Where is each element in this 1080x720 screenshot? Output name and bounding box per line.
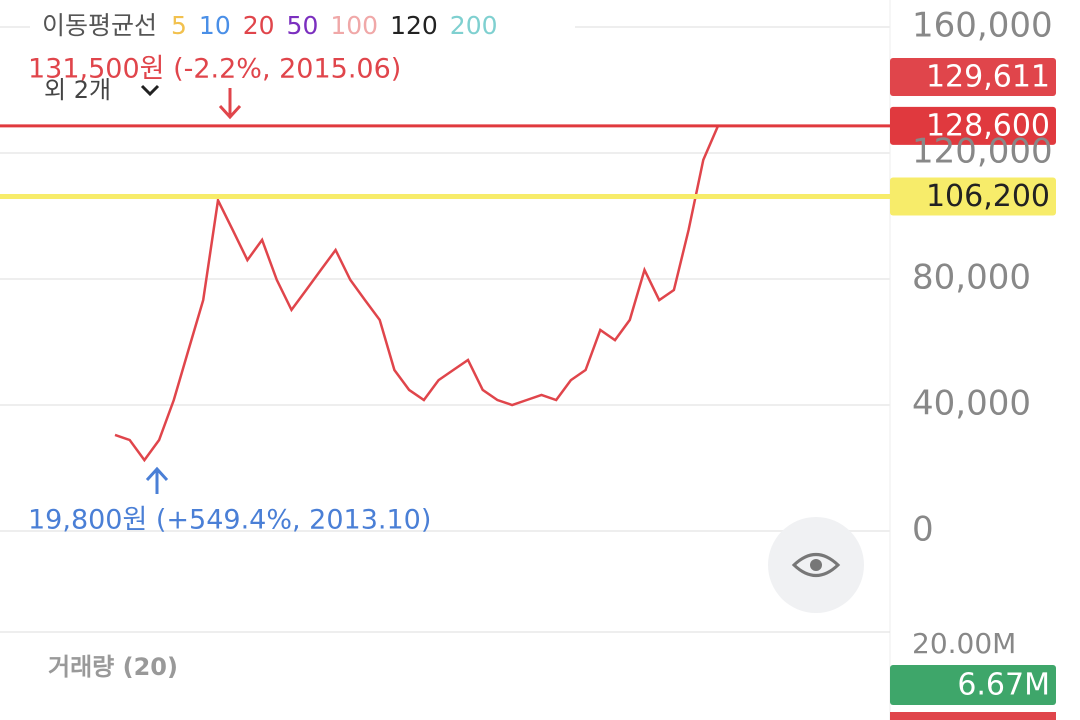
legend: 이동평균선 5 10 20 50 100 120 200: [42, 11, 498, 40]
volume-axis-label: 20.00M: [912, 627, 1016, 660]
plot: [0, 124, 890, 463]
tags: 128,600 106,200: [890, 106, 1056, 216]
current-tag-box: [890, 58, 1056, 96]
legend-item: 10: [199, 11, 231, 40]
eye-pupil[interactable]: [810, 559, 822, 571]
legend-item: 200: [450, 11, 498, 40]
high-annotation: 131,500원 (-2.2%, 2015.06): [28, 54, 401, 85]
legend-bg: [30, 8, 575, 48]
legend-item: 20: [243, 11, 275, 40]
eye-icon[interactable]: [791, 553, 841, 577]
legend-item: 100: [330, 11, 378, 40]
legend-item: 50: [287, 11, 319, 40]
y-tick-label: 0: [912, 510, 934, 550]
legend-item: 5: [171, 11, 187, 40]
price-tag: 106,200: [926, 179, 1050, 214]
legend-title: 이동평균선: [42, 11, 157, 40]
y-tick-label: 160,000: [912, 6, 1053, 46]
legend-item: 120: [390, 11, 438, 40]
y-tick-label: 120,000: [912, 132, 1053, 172]
price-tag-box: [890, 177, 1056, 216]
price-tag-box: [890, 106, 1056, 145]
high-arrow: [218, 88, 242, 120]
price-tag: 128,600: [926, 108, 1050, 143]
current-tag: 129,611: [926, 60, 1050, 95]
low-annotation: 19,800원 (+549.4%, 2013.10): [28, 505, 431, 536]
legend-more[interactable]: 외 2개: [44, 76, 111, 104]
y-tick-label: 80,000: [912, 258, 1031, 298]
volume-title: 거래량 (20): [48, 653, 178, 681]
volume-tag: 6.67M: [957, 668, 1050, 703]
volume-tag-box-2: [890, 712, 1056, 720]
volume-tag-box: [890, 665, 1056, 705]
price-line: [114, 125, 720, 463]
low-arrow: [145, 466, 169, 494]
y-tick-label: 40,000: [912, 384, 1031, 424]
chevron[interactable]: [140, 84, 160, 97]
